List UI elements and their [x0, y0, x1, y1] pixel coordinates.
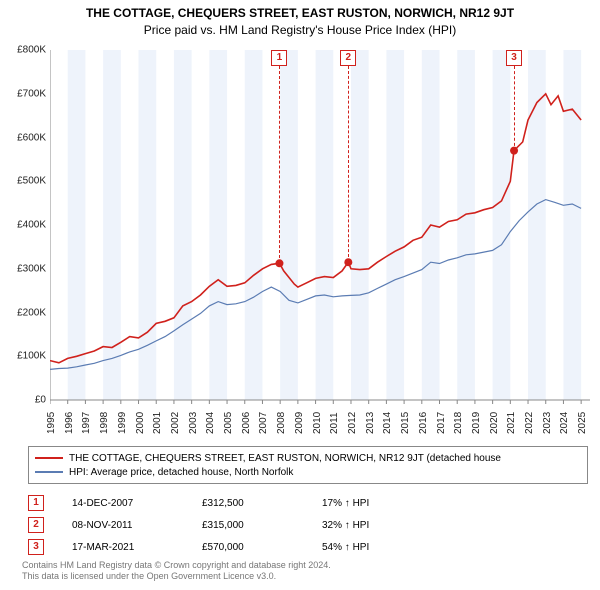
x-tick-label: 2009 [294, 412, 305, 434]
x-tick-label: 2007 [258, 412, 269, 434]
legend-row: HPI: Average price, detached house, Nort… [35, 465, 581, 479]
sale-row: 2 08-NOV-2011 £315,000 32% ↑ HPI [28, 514, 588, 536]
y-tick-label: £100K [2, 351, 46, 362]
x-tick-label: 2025 [577, 412, 588, 434]
legend-label: THE COTTAGE, CHEQUERS STREET, EAST RUSTO… [69, 453, 501, 464]
x-tick-label: 2016 [418, 412, 429, 434]
footer-line: Contains HM Land Registry data © Crown c… [22, 560, 331, 571]
chart-subtitle: Price paid vs. HM Land Registry's House … [0, 20, 600, 39]
y-tick-label: £800K [2, 45, 46, 56]
sale-price: £312,500 [202, 498, 322, 509]
x-tick-label: 2021 [506, 412, 517, 434]
y-tick-label: £0 [2, 395, 46, 406]
x-tick-label: 2020 [489, 412, 500, 434]
x-tick-label: 2024 [559, 412, 570, 434]
sale-date: 17-MAR-2021 [72, 542, 202, 553]
sale-marker-icon: 2 [28, 517, 44, 533]
x-tick-label: 2002 [170, 412, 181, 434]
legend-swatch [35, 457, 63, 459]
x-tick-label: 1995 [46, 412, 57, 434]
y-tick-label: £500K [2, 176, 46, 187]
line-chart-svg [50, 44, 590, 414]
y-tick-label: £600K [2, 132, 46, 143]
x-tick-label: 2008 [276, 412, 287, 434]
sale-date: 08-NOV-2011 [72, 520, 202, 531]
sale-marker-icon: 1 [28, 495, 44, 511]
sales-table: 1 14-DEC-2007 £312,500 17% ↑ HPI 2 08-NO… [28, 492, 588, 558]
sale-marker-vline [514, 66, 515, 151]
sale-diff: 54% ↑ HPI [322, 542, 422, 553]
chart-container: THE COTTAGE, CHEQUERS STREET, EAST RUSTO… [0, 0, 600, 590]
x-tick-label: 2015 [400, 412, 411, 434]
sale-date: 14-DEC-2007 [72, 498, 202, 509]
sale-price: £570,000 [202, 542, 322, 553]
x-tick-label: 1999 [117, 412, 128, 434]
legend-swatch [35, 471, 63, 473]
sale-marker-vline [279, 66, 280, 263]
x-tick-label: 2003 [188, 412, 199, 434]
legend-box: THE COTTAGE, CHEQUERS STREET, EAST RUSTO… [28, 446, 588, 484]
sale-marker-icon: 3 [28, 539, 44, 555]
x-tick-label: 2001 [152, 412, 163, 434]
footer-line: This data is licensed under the Open Gov… [22, 571, 331, 582]
chart-title: THE COTTAGE, CHEQUERS STREET, EAST RUSTO… [0, 0, 600, 20]
x-tick-label: 2005 [223, 412, 234, 434]
sale-price: £315,000 [202, 520, 322, 531]
sale-marker-box: 3 [506, 50, 522, 66]
legend-label: HPI: Average price, detached house, Nort… [69, 467, 293, 478]
x-tick-label: 2022 [524, 412, 535, 434]
x-tick-label: 2012 [347, 412, 358, 434]
legend-row: THE COTTAGE, CHEQUERS STREET, EAST RUSTO… [35, 451, 581, 465]
x-tick-label: 1997 [81, 412, 92, 434]
x-tick-label: 2023 [542, 412, 553, 434]
x-tick-label: 2000 [135, 412, 146, 434]
x-tick-label: 1998 [99, 412, 110, 434]
sale-diff: 32% ↑ HPI [322, 520, 422, 531]
sale-diff: 17% ↑ HPI [322, 498, 422, 509]
y-tick-label: £300K [2, 263, 46, 274]
plot-area: £0£100K£200K£300K£400K£500K£600K£700K£80… [50, 44, 590, 414]
sale-marker-vline [348, 66, 349, 262]
x-tick-label: 2017 [436, 412, 447, 434]
x-tick-label: 2014 [382, 412, 393, 434]
x-tick-label: 2013 [365, 412, 376, 434]
x-tick-label: 2004 [205, 412, 216, 434]
y-tick-label: £400K [2, 220, 46, 231]
sale-row: 3 17-MAR-2021 £570,000 54% ↑ HPI [28, 536, 588, 558]
y-tick-label: £200K [2, 307, 46, 318]
x-tick-label: 1996 [64, 412, 75, 434]
x-tick-label: 2006 [241, 412, 252, 434]
sale-marker-box: 1 [271, 50, 287, 66]
x-tick-label: 2019 [471, 412, 482, 434]
x-tick-label: 2018 [453, 412, 464, 434]
sale-marker-box: 2 [340, 50, 356, 66]
sale-row: 1 14-DEC-2007 £312,500 17% ↑ HPI [28, 492, 588, 514]
x-tick-label: 2011 [329, 412, 340, 434]
x-tick-label: 2010 [312, 412, 323, 434]
y-tick-label: £700K [2, 88, 46, 99]
footer-attribution: Contains HM Land Registry data © Crown c… [22, 560, 331, 583]
